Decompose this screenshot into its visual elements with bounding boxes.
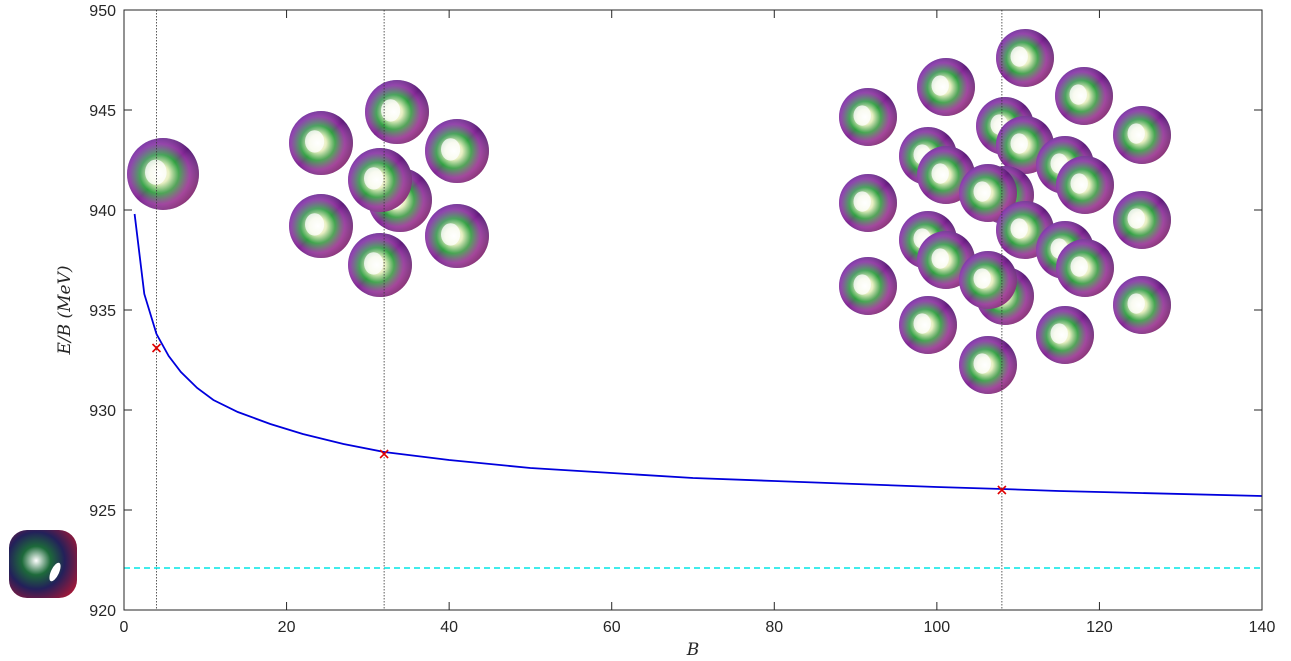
- skyrmion-sphere: [127, 138, 199, 210]
- skyrmion-sphere: [425, 119, 489, 183]
- skyrmion-sphere: [1113, 276, 1171, 334]
- sphere-highlight: [1069, 84, 1087, 105]
- skyrmion-sphere: [1036, 306, 1094, 364]
- crystal-cell: [9, 530, 77, 598]
- x-marker: [379, 449, 389, 459]
- sphere-highlight: [1050, 323, 1068, 344]
- sphere-highlight: [145, 159, 167, 185]
- skyrmion-sphere: [289, 194, 353, 258]
- skyrmion-sphere: [1056, 239, 1114, 297]
- sphere-highlight: [305, 213, 325, 236]
- sphere-highlight: [931, 75, 949, 96]
- skyrmion-sphere: [959, 164, 1017, 222]
- x-tick-label: 60: [603, 619, 621, 636]
- sphere-highlight: [441, 138, 461, 161]
- sphere-highlight: [441, 223, 461, 246]
- skyrmion-sphere: [1113, 106, 1171, 164]
- skyrmion-sphere: [959, 251, 1017, 309]
- sphere-highlight: [931, 163, 949, 184]
- x-tick-label: 80: [765, 619, 783, 636]
- y-tick-label: 935: [89, 303, 116, 320]
- sphere-highlight: [1010, 218, 1028, 239]
- x-marker: [997, 485, 1007, 495]
- y-tick-label: 950: [89, 3, 116, 20]
- skyrmion-sphere: [1113, 191, 1171, 249]
- sphere-highlight: [1070, 173, 1088, 194]
- sphere-highlight: [913, 313, 931, 334]
- sphere-highlight: [364, 167, 384, 190]
- energy-curve: [133, 213, 1263, 497]
- x-tick-label: 140: [1249, 619, 1276, 636]
- sphere-highlight: [381, 99, 401, 122]
- x-marker: [151, 343, 162, 353]
- vertical-reference-lines: [156, 10, 1003, 610]
- skyrmion-sphere: [289, 111, 353, 175]
- sphere-highlight: [973, 268, 991, 289]
- x-tick-label: 0: [120, 619, 129, 636]
- skyrmion-sphere: [899, 296, 957, 354]
- sphere-highlight: [931, 248, 949, 269]
- sphere-highlight: [973, 353, 991, 374]
- y-tick-label: 940: [89, 203, 116, 220]
- sphere-highlight: [853, 274, 871, 295]
- skyrmion-sphere: [839, 88, 897, 146]
- skyrmion-sphere: [959, 336, 1017, 394]
- sphere-highlight: [1010, 133, 1028, 154]
- skyrmion-sphere: [917, 58, 975, 116]
- x-axis-label: B: [686, 640, 700, 660]
- x-tick-label: 100: [924, 619, 951, 636]
- sphere-highlight: [973, 181, 991, 202]
- sphere-highlight: [1127, 208, 1145, 229]
- skyrmion-sphere: [348, 148, 412, 212]
- skyrmion-sphere: [996, 29, 1054, 87]
- skyrmion-sphere: [365, 80, 429, 144]
- axis-ticks: 0 20 40 60 80 100 120 140 920 925 930 935 940 945 950: [89, 3, 1275, 636]
- crystal-body: [9, 530, 77, 598]
- sphere-highlight: [1127, 123, 1145, 144]
- x-tick-label: 120: [1086, 619, 1113, 636]
- x-tick-label: 20: [278, 619, 296, 636]
- sphere-highlight: [364, 252, 384, 275]
- skyrmion-sphere: [425, 204, 489, 268]
- skyrmion-sphere: [1055, 67, 1113, 125]
- sphere-highlight: [853, 105, 871, 126]
- x-tick-label: 40: [440, 619, 458, 636]
- crystal-hole: [49, 562, 61, 582]
- series-layer: [124, 213, 1263, 569]
- sphere-highlight: [305, 130, 325, 153]
- sphere-highlight: [1127, 293, 1145, 314]
- skyrmion-images: [9, 29, 1171, 598]
- sphere-highlight: [853, 191, 871, 212]
- y-axis-label: E/B (MeV): [55, 265, 75, 355]
- skyrmion-sphere: [839, 257, 897, 315]
- skyrmion-sphere: [839, 174, 897, 232]
- skyrmion-sphere: [348, 233, 412, 297]
- y-tick-label: 925: [89, 503, 116, 520]
- y-tick-label: 930: [89, 403, 116, 420]
- y-tick-label: 945: [89, 103, 116, 120]
- marker-layer: [151, 343, 1007, 495]
- skyrmion-sphere: [1056, 156, 1114, 214]
- sphere-highlight: [1070, 256, 1088, 277]
- sphere-highlight: [1010, 46, 1028, 67]
- y-tick-label: 920: [89, 603, 116, 620]
